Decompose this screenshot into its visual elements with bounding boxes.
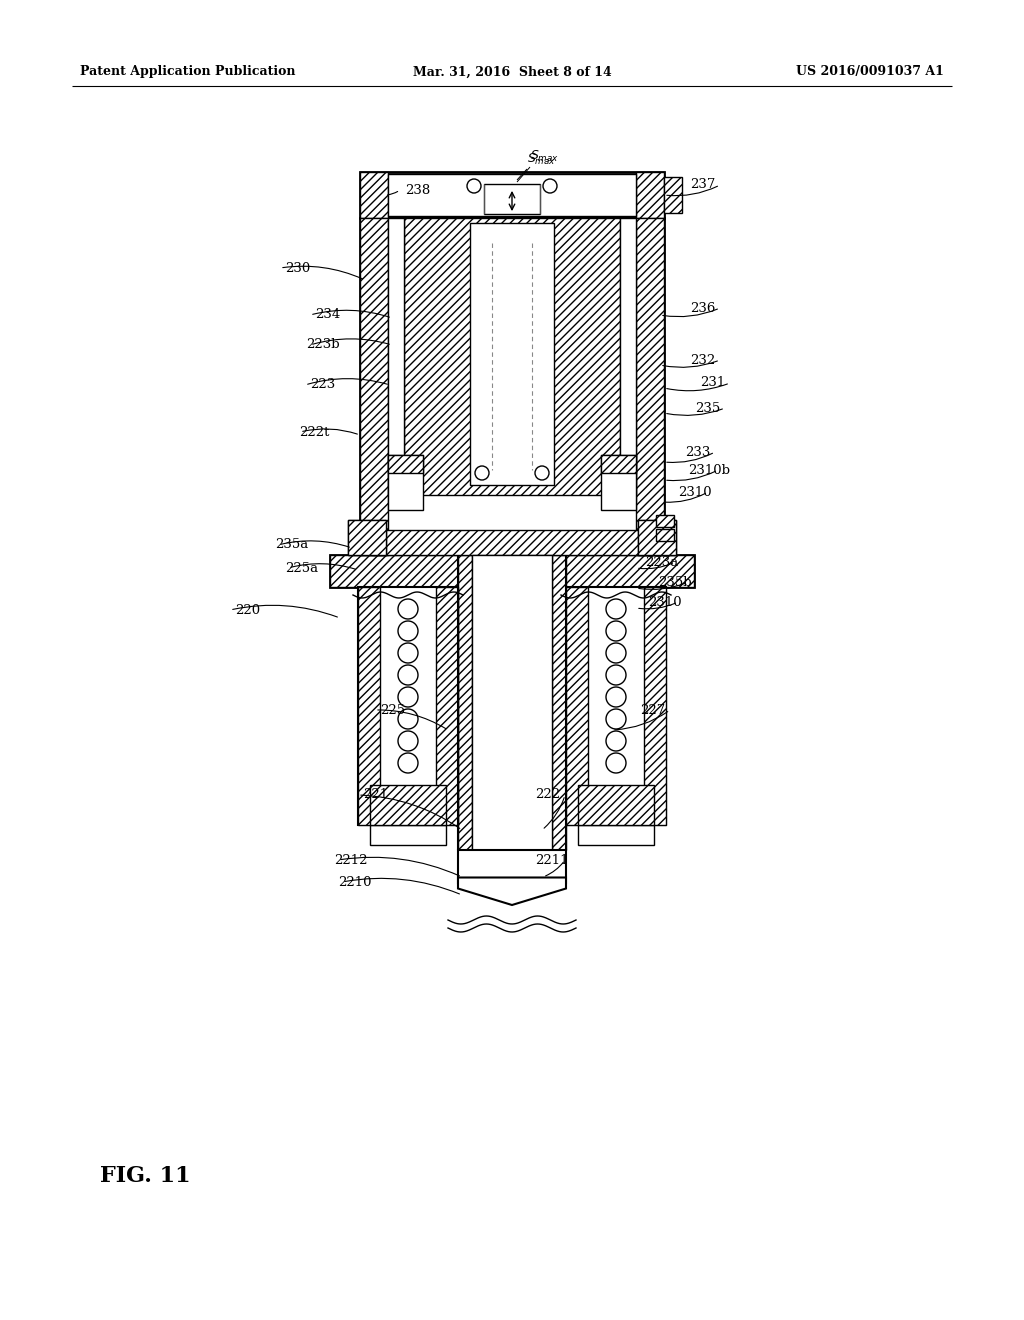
- Bar: [370, 825, 446, 845]
- Text: $S_{max}$: $S_{max}$: [530, 149, 559, 164]
- Bar: [370, 785, 446, 825]
- Bar: [388, 455, 423, 473]
- Bar: [472, 554, 552, 850]
- Text: 2310: 2310: [648, 595, 682, 609]
- Bar: [388, 174, 636, 216]
- Bar: [458, 850, 566, 883]
- Text: 222t: 222t: [300, 425, 330, 438]
- Bar: [636, 218, 664, 554]
- Text: 223a: 223a: [645, 556, 678, 569]
- Polygon shape: [458, 878, 566, 906]
- Text: US 2016/0091037 A1: US 2016/0091037 A1: [796, 66, 944, 78]
- Circle shape: [606, 643, 626, 663]
- Bar: [330, 554, 694, 587]
- Bar: [388, 218, 404, 495]
- Text: 238: 238: [404, 183, 430, 197]
- Circle shape: [475, 466, 489, 480]
- Bar: [348, 520, 386, 554]
- Circle shape: [606, 599, 626, 619]
- Bar: [578, 785, 654, 825]
- Bar: [620, 218, 636, 495]
- Text: 220: 220: [234, 603, 260, 616]
- Text: Patent Application Publication: Patent Application Publication: [80, 66, 296, 78]
- Text: 235: 235: [695, 401, 720, 414]
- Text: 2310: 2310: [678, 486, 712, 499]
- Text: 222: 222: [535, 788, 560, 801]
- Text: 223: 223: [309, 379, 335, 392]
- Bar: [404, 218, 620, 495]
- Circle shape: [398, 643, 418, 663]
- Bar: [566, 587, 588, 825]
- Text: 2210: 2210: [339, 875, 372, 888]
- Bar: [358, 587, 380, 825]
- Circle shape: [398, 599, 418, 619]
- Text: 235a: 235a: [274, 539, 308, 552]
- Circle shape: [398, 709, 418, 729]
- Text: 237: 237: [690, 178, 716, 191]
- Circle shape: [606, 752, 626, 774]
- Text: 223b: 223b: [306, 338, 340, 351]
- Circle shape: [606, 620, 626, 642]
- Bar: [636, 172, 664, 218]
- Text: 225a: 225a: [285, 561, 318, 574]
- Circle shape: [606, 665, 626, 685]
- Circle shape: [606, 731, 626, 751]
- Circle shape: [543, 180, 557, 193]
- Text: 227: 227: [640, 704, 666, 717]
- Text: 230: 230: [285, 261, 310, 275]
- Text: 2211: 2211: [535, 854, 568, 866]
- Bar: [601, 455, 636, 473]
- Bar: [644, 587, 666, 825]
- Text: $S_{max}$: $S_{max}$: [527, 152, 556, 168]
- Circle shape: [535, 466, 549, 480]
- Text: 2212: 2212: [335, 854, 368, 866]
- Circle shape: [467, 180, 481, 193]
- Bar: [360, 218, 664, 554]
- Bar: [601, 455, 636, 510]
- Bar: [372, 531, 652, 554]
- Bar: [664, 177, 682, 213]
- Bar: [388, 455, 423, 510]
- Bar: [656, 529, 674, 541]
- Circle shape: [398, 686, 418, 708]
- Text: 233: 233: [685, 446, 711, 458]
- Text: 225: 225: [380, 704, 406, 717]
- Bar: [436, 587, 458, 825]
- Text: 234: 234: [314, 309, 340, 322]
- Circle shape: [398, 752, 418, 774]
- Text: 235b: 235b: [658, 576, 691, 589]
- Circle shape: [398, 665, 418, 685]
- Bar: [360, 172, 388, 218]
- Bar: [638, 520, 676, 554]
- Bar: [566, 587, 666, 825]
- Text: 2310b: 2310b: [688, 463, 730, 477]
- Circle shape: [606, 686, 626, 708]
- Bar: [470, 223, 554, 484]
- Text: 232: 232: [690, 354, 715, 367]
- Bar: [358, 587, 458, 825]
- Bar: [552, 554, 566, 850]
- Bar: [656, 515, 674, 527]
- Bar: [578, 825, 654, 845]
- Text: Mar. 31, 2016  Sheet 8 of 14: Mar. 31, 2016 Sheet 8 of 14: [413, 66, 611, 78]
- Bar: [360, 218, 388, 554]
- Bar: [330, 554, 694, 587]
- Bar: [484, 183, 540, 214]
- Circle shape: [606, 709, 626, 729]
- Bar: [458, 554, 472, 850]
- Text: 221: 221: [362, 788, 388, 801]
- Circle shape: [398, 731, 418, 751]
- Bar: [360, 172, 664, 218]
- Circle shape: [398, 620, 418, 642]
- Text: 231: 231: [700, 376, 725, 389]
- Text: FIG. 11: FIG. 11: [100, 1166, 190, 1187]
- Text: 236: 236: [690, 301, 716, 314]
- Bar: [638, 520, 676, 554]
- Bar: [348, 520, 386, 554]
